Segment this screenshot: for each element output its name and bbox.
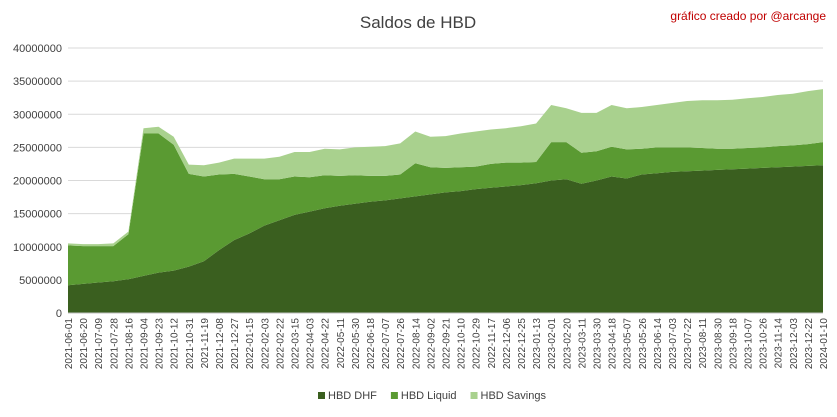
y-tick-label: 20000000: [13, 176, 62, 188]
x-tick-label: 2023-10-07: [744, 318, 755, 370]
x-tick-label: 2022-12-06: [502, 318, 513, 370]
x-tick-label: 2023-03-30: [593, 318, 604, 370]
x-tick-label: 2021-06-20: [79, 318, 90, 370]
y-tick-label: 40000000: [13, 43, 62, 55]
legend-label: HBD Savings: [481, 390, 547, 402]
area-hbd-dhf: [68, 165, 823, 313]
y-tick-label: 10000000: [13, 242, 62, 254]
y-tick-label: 0: [56, 308, 62, 320]
x-tick-label: 2021-09-04: [140, 318, 151, 370]
x-tick-label: 2023-11-14: [774, 318, 785, 369]
x-tick-label: 2021-09-23: [155, 318, 166, 370]
x-tick-label: 2022-07-07: [381, 318, 392, 370]
x-tick-label: 2022-09-21: [442, 318, 453, 370]
x-tick-label: 2023-06-14: [653, 318, 664, 370]
x-tick-label: 2023-12-03: [789, 318, 800, 370]
x-tick-label: 2022-05-30: [351, 318, 362, 370]
x-tick-label: 2023-01-13: [532, 318, 543, 370]
legend-label: HBD DHF: [328, 390, 377, 402]
x-tick-label: 2021-07-09: [94, 318, 105, 370]
x-tick-label: 2022-09-02: [426, 318, 437, 370]
y-tick-label: 30000000: [13, 109, 62, 121]
x-tick-label: 2021-11-19: [200, 318, 211, 369]
y-tick-labels: 0 5000000 10000000 15000000 20000000 25000000…: [13, 43, 62, 320]
y-tick-label: 15000000: [13, 209, 62, 221]
x-tick-label: 2023-07-22: [683, 318, 694, 370]
legend: HBD DHF HBD Liquid HBD Savings: [318, 390, 546, 402]
x-tick-label: 2023-12-22: [804, 318, 815, 370]
x-tick-label: 2022-02-22: [275, 318, 286, 370]
x-tick-label: 2023-10-26: [759, 318, 770, 370]
legend-swatch: [318, 392, 325, 399]
x-tick-label: 2023-03-11: [577, 318, 588, 369]
x-tick-label: 2022-04-22: [321, 318, 332, 370]
x-tick-label: 2021-08-16: [124, 318, 135, 370]
x-tick-label: 2022-10-29: [472, 318, 483, 370]
y-tick-label: 5000000: [19, 275, 62, 287]
x-tick-label: 2024-01-10: [819, 318, 830, 370]
y-tick-label: 25000000: [13, 142, 62, 154]
x-tick-label: 2022-01-15: [245, 318, 256, 370]
x-tick-label: 2023-07-03: [668, 318, 679, 370]
chart-title: Saldos de HBD: [360, 13, 476, 32]
legend-swatch: [470, 392, 478, 399]
x-tick-label: 2022-06-18: [366, 318, 377, 370]
x-tick-label: 2023-08-30: [713, 318, 724, 370]
x-tick-label: 2023-09-18: [728, 318, 739, 370]
x-tick-label: 2021-10-31: [185, 318, 196, 370]
area-series: [68, 89, 823, 313]
x-tick-labels: 2021-06-01 2021-06-20 2021-07-09 2021-07-28…: [64, 318, 830, 370]
x-tick-label: 2022-04-03: [306, 318, 317, 370]
x-tick-label: 2022-10-10: [457, 318, 468, 370]
legend-swatch: [390, 392, 398, 399]
x-tick-label: 2022-08-14: [411, 318, 422, 370]
area-hbd-savings: [68, 89, 823, 247]
x-tick-label: 2021-07-28: [109, 318, 120, 370]
y-tick-label: 35000000: [13, 76, 62, 88]
x-tick-label: 2022-07-26: [396, 318, 407, 370]
x-tick-label: 2023-02-20: [562, 318, 573, 370]
x-tick-label: 2022-11-17: [487, 318, 498, 369]
x-tick-label: 2023-04-18: [608, 318, 619, 370]
x-tick-label: 2022-12-25: [517, 318, 528, 370]
chart-credit: gráfico creado por @arcange: [670, 9, 826, 23]
x-tick-label: 2023-08-11: [698, 318, 709, 369]
x-tick-label: 2023-05-26: [638, 318, 649, 370]
x-tick-label: 2023-02-01: [547, 318, 558, 370]
x-tick-label: 2021-10-12: [170, 318, 181, 370]
x-tick-label: 2022-02-03: [260, 318, 271, 370]
legend-label: HBD Liquid: [401, 390, 457, 402]
x-tick-label: 2021-12-08: [215, 318, 226, 370]
area-hbd-liquid: [68, 133, 823, 286]
x-tick-label: 2021-06-01: [64, 318, 75, 370]
x-tick-label: 2022-05-11: [336, 318, 347, 369]
x-tick-label: 2022-03-15: [291, 318, 302, 370]
x-tick-label: 2021-12-27: [230, 318, 241, 370]
x-tick-label: 2023-05-07: [623, 318, 634, 370]
